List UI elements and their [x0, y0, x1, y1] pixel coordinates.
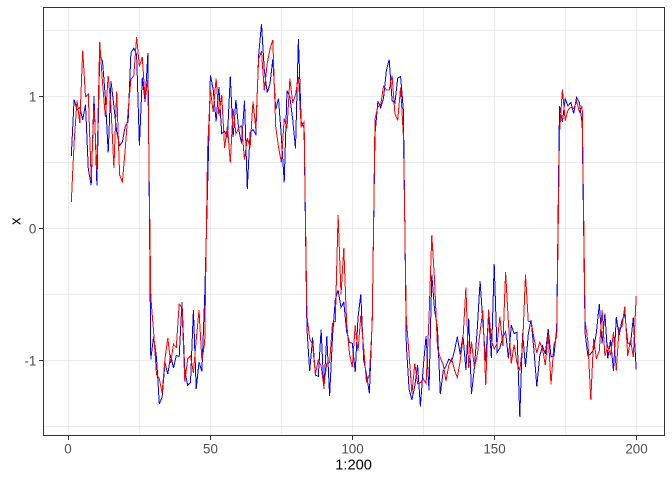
svg-text:150: 150 [483, 441, 505, 456]
svg-text:100: 100 [341, 441, 363, 456]
svg-text:50: 50 [203, 441, 218, 456]
svg-text:1:200: 1:200 [335, 458, 372, 474]
svg-text:1: 1 [29, 90, 36, 105]
svg-text:200: 200 [625, 441, 647, 456]
svg-text:-1: -1 [24, 354, 36, 369]
svg-text:0: 0 [29, 222, 36, 237]
svg-text:x: x [8, 217, 24, 225]
svg-text:0: 0 [64, 441, 71, 456]
